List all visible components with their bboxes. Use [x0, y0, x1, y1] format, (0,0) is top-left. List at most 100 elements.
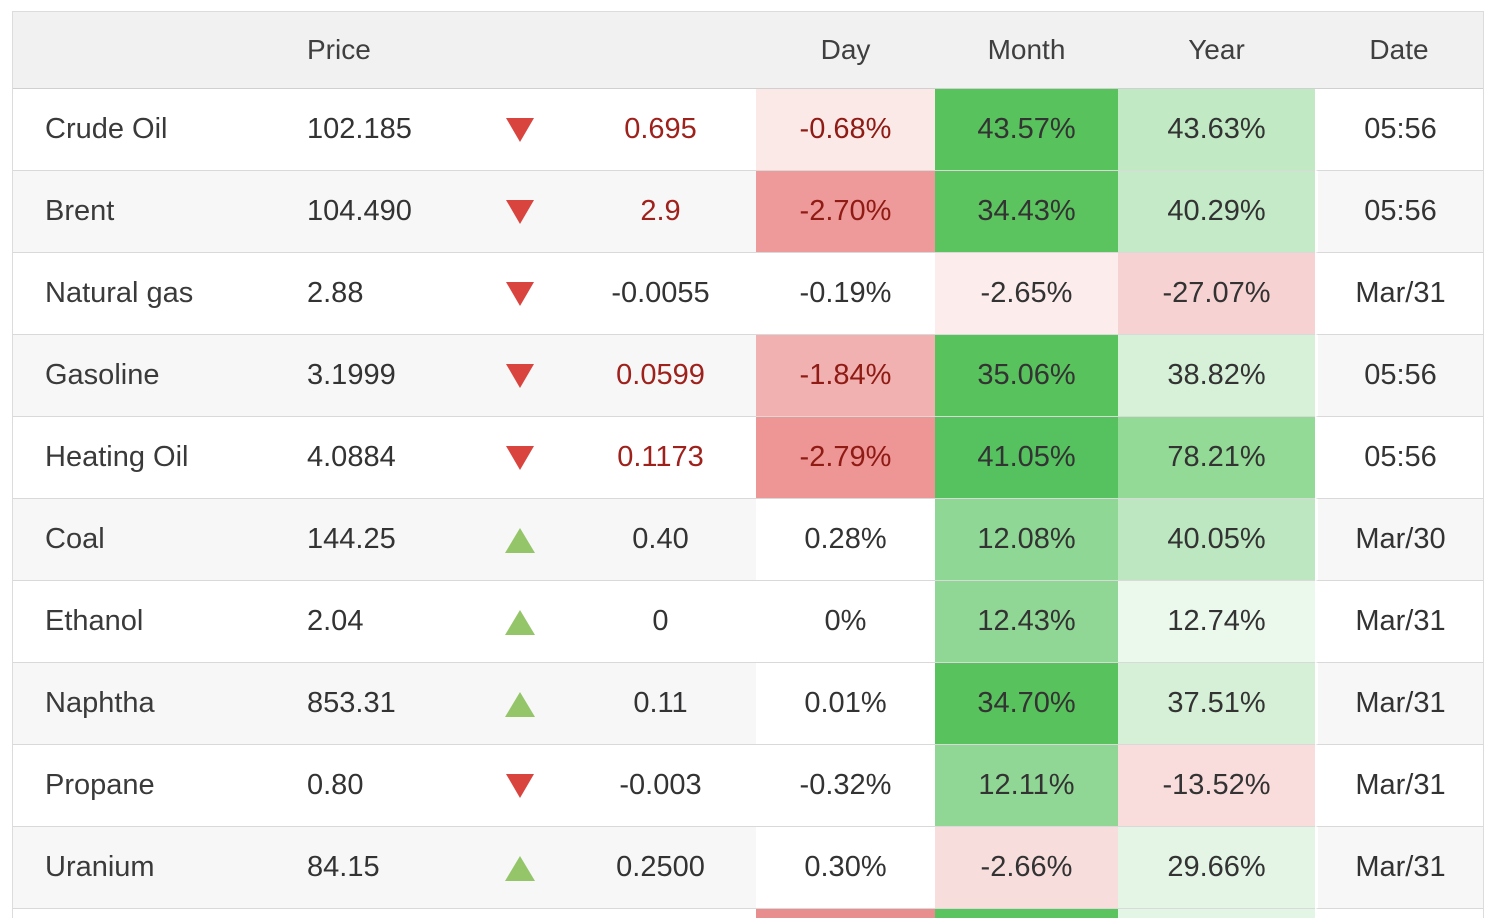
- column-header-trend: [475, 12, 565, 89]
- day-change-cell: 0.01%: [756, 663, 935, 745]
- column-header-price: Price: [280, 12, 475, 89]
- table-row: Coal 144.25 0.40 0.28% 12.08% 40.05% Mar/30: [13, 499, 1483, 581]
- day-change-cell: -2.70%: [756, 171, 935, 253]
- down-triangle-icon: [506, 200, 534, 225]
- year-change-cell: 29.66%: [1118, 827, 1315, 909]
- date-cell: 05:56: [1315, 171, 1483, 253]
- column-header-year: Year: [1118, 12, 1315, 89]
- price-cell: 104.490: [280, 171, 475, 253]
- price-cell: 3.1999: [280, 335, 475, 417]
- day-change-cell: -1.84%: [756, 335, 935, 417]
- year-change-cell: 38.82%: [1118, 335, 1315, 417]
- month-change-cell: 12.11%: [935, 745, 1118, 827]
- trend-cell: [475, 499, 565, 581]
- trend-cell: [475, 581, 565, 663]
- change-cell: -0.0055: [565, 253, 756, 335]
- price-cell: 2.04: [280, 581, 475, 663]
- date-cell: Mar/31: [1315, 581, 1483, 663]
- commodity-name-cell[interactable]: Coal: [13, 499, 280, 581]
- commodity-name-cell[interactable]: Gasoline: [13, 335, 280, 417]
- table-row: Gasoline 3.1999 0.0599 -1.84% 35.06% 38.82% 05…: [13, 335, 1483, 417]
- month-change-cell: 43.57%: [935, 89, 1118, 171]
- table-row: Uranium 84.15 0.2500 0.30% -2.66% 29.66% Mar/3…: [13, 827, 1483, 909]
- month-change-cell: [935, 909, 1118, 918]
- trend-cell: [475, 909, 565, 918]
- column-header-month: Month: [935, 12, 1118, 89]
- price-cell: 0.80: [280, 745, 475, 827]
- change-cell: 0.11: [565, 663, 756, 745]
- down-triangle-icon: [506, 118, 534, 143]
- commodity-name-cell[interactable]: Naphtha: [13, 663, 280, 745]
- price-cell: 2.88: [280, 253, 475, 335]
- date-cell: Mar/31: [1315, 253, 1483, 335]
- price-cell: [280, 909, 475, 918]
- down-triangle-icon: [506, 282, 534, 307]
- day-change-cell: -0.19%: [756, 253, 935, 335]
- table-row: Natural gas 2.88 -0.0055 -0.19% -2.65% -27.07…: [13, 253, 1483, 335]
- commodity-name-cell[interactable]: Heating Oil: [13, 417, 280, 499]
- trend-cell: [475, 827, 565, 909]
- table-row: Naphtha 853.31 0.11 0.01% 34.70% 37.51% Mar/31: [13, 663, 1483, 745]
- change-cell: 0.40: [565, 499, 756, 581]
- day-change-cell: 0.28%: [756, 499, 935, 581]
- commodity-name-cell[interactable]: Uranium: [13, 827, 280, 909]
- change-cell: 0.2500: [565, 827, 756, 909]
- commodity-name-cell[interactable]: Natural gas: [13, 253, 280, 335]
- table-row: Ethanol 2.04 0 0% 12.43% 12.74% Mar/31: [13, 581, 1483, 663]
- month-change-cell: 35.06%: [935, 335, 1118, 417]
- change-cell: [565, 909, 756, 918]
- trend-cell: [475, 89, 565, 171]
- year-change-cell: 12.74%: [1118, 581, 1315, 663]
- price-cell: 102.185: [280, 89, 475, 171]
- price-cell: 84.15: [280, 827, 475, 909]
- year-change-cell: [1118, 909, 1315, 918]
- date-cell: 05:56: [1315, 335, 1483, 417]
- column-header-change: [565, 12, 756, 89]
- change-cell: 0: [565, 581, 756, 663]
- table-row: [13, 909, 1483, 918]
- change-cell: 0.695: [565, 89, 756, 171]
- month-change-cell: 41.05%: [935, 417, 1118, 499]
- trend-cell: [475, 417, 565, 499]
- down-triangle-icon: [506, 774, 534, 799]
- trend-cell: [475, 745, 565, 827]
- year-change-cell: 78.21%: [1118, 417, 1315, 499]
- change-cell: 0.0599: [565, 335, 756, 417]
- day-change-cell: -0.68%: [756, 89, 935, 171]
- trend-cell: [475, 171, 565, 253]
- year-change-cell: -13.52%: [1118, 745, 1315, 827]
- down-triangle-icon: [506, 446, 534, 471]
- price-cell: 144.25: [280, 499, 475, 581]
- price-cell: 4.0884: [280, 417, 475, 499]
- price-cell: 853.31: [280, 663, 475, 745]
- commodity-name-cell[interactable]: Propane: [13, 745, 280, 827]
- year-change-cell: 40.05%: [1118, 499, 1315, 581]
- trend-cell: [475, 253, 565, 335]
- change-cell: 0.1173: [565, 417, 756, 499]
- trend-cell: [475, 663, 565, 745]
- year-change-cell: 40.29%: [1118, 171, 1315, 253]
- date-cell: Mar/31: [1315, 827, 1483, 909]
- month-change-cell: 34.70%: [935, 663, 1118, 745]
- date-cell: [1315, 909, 1483, 918]
- year-change-cell: -27.07%: [1118, 253, 1315, 335]
- table-row: Crude Oil 102.185 0.695 -0.68% 43.57% 43.63% 0…: [13, 89, 1483, 171]
- table-row: Propane 0.80 -0.003 -0.32% 12.11% -13.52% Mar/…: [13, 745, 1483, 827]
- month-change-cell: 12.43%: [935, 581, 1118, 663]
- month-change-cell: -2.66%: [935, 827, 1118, 909]
- month-change-cell: 34.43%: [935, 171, 1118, 253]
- year-change-cell: 43.63%: [1118, 89, 1315, 171]
- commodity-name-cell[interactable]: [13, 909, 280, 918]
- day-change-cell: 0%: [756, 581, 935, 663]
- down-triangle-icon: [506, 364, 534, 389]
- up-triangle-icon: [505, 855, 535, 881]
- commodities-table: Price Day Month Year Date Crude Oil 102.1…: [13, 12, 1483, 918]
- commodity-name-cell[interactable]: Ethanol: [13, 581, 280, 663]
- up-triangle-icon: [505, 527, 535, 553]
- day-change-cell: 0.30%: [756, 827, 935, 909]
- date-cell: 05:56: [1315, 417, 1483, 499]
- date-cell: Mar/31: [1315, 663, 1483, 745]
- commodity-name-cell[interactable]: Brent: [13, 171, 280, 253]
- month-change-cell: -2.65%: [935, 253, 1118, 335]
- commodity-name-cell[interactable]: Crude Oil: [13, 89, 280, 171]
